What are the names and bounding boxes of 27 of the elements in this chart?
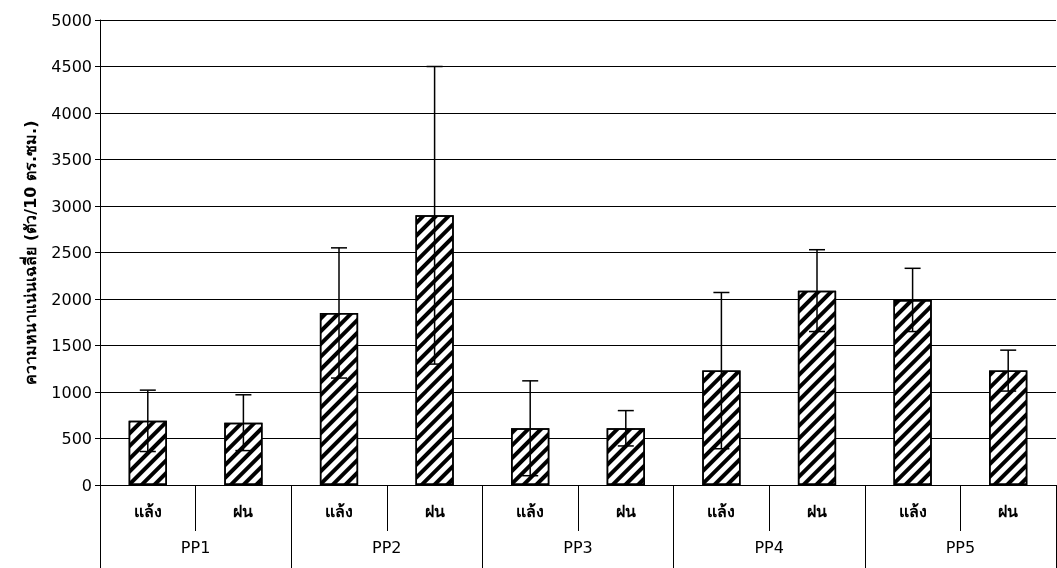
x-tick-label: แล้ง bbox=[516, 501, 545, 521]
text: PP4 bbox=[754, 537, 784, 557]
y-tick-label: 2500 bbox=[51, 243, 92, 262]
y-tick-label: 1000 bbox=[51, 382, 92, 402]
y-tick-label: 0 bbox=[81, 475, 92, 495]
y-tick-label: 4000 bbox=[51, 103, 92, 123]
y-tick-label: 2000 bbox=[51, 289, 92, 309]
y-tick-label: 3500 bbox=[51, 150, 92, 169]
x-tick-label: ฝน bbox=[233, 501, 254, 521]
y-tick-label: 500 bbox=[61, 429, 92, 448]
text: PP5 bbox=[945, 537, 976, 557]
text: PP1 bbox=[180, 537, 211, 557]
y-tick-label: 4500 bbox=[51, 57, 92, 76]
text: PP3 bbox=[563, 537, 593, 557]
text: PP2 bbox=[372, 537, 402, 557]
y-tick-label: 5000 bbox=[51, 10, 92, 30]
x-tick-label: ฝน bbox=[424, 501, 445, 521]
y-tick-label: 1500 bbox=[51, 336, 92, 355]
x-tick-label: แล้ง bbox=[133, 501, 162, 521]
y-tick-label: 3000 bbox=[51, 196, 92, 216]
x-tick-label: ฝน bbox=[615, 501, 636, 521]
x-tick-label: ฝน bbox=[807, 501, 827, 521]
x-tick-label: ฝน bbox=[998, 501, 1019, 521]
x-tick-label: แล้ง bbox=[707, 501, 736, 521]
x-tick-label: แล้ง bbox=[325, 501, 353, 521]
y-axis-title: ความหนาแน่นเฉลี่ย (ตัว/10 ตร.ซม.) bbox=[18, 120, 40, 385]
x-tick-label: แล้ง bbox=[898, 501, 927, 521]
